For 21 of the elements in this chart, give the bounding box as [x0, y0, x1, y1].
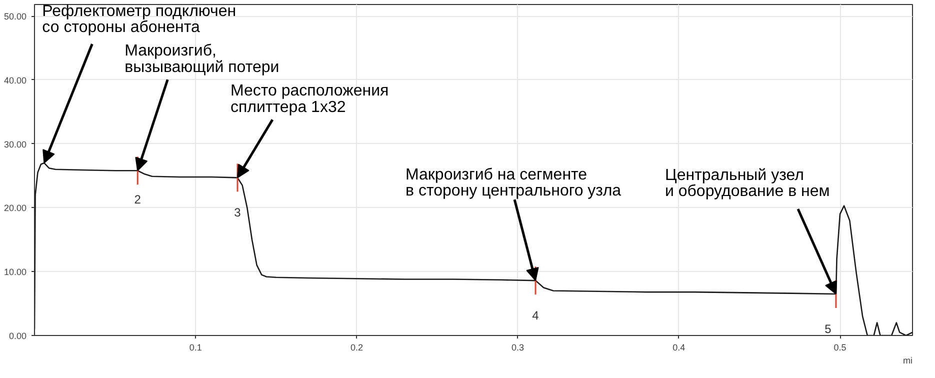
y-tick-label: 30.00 — [4, 139, 27, 150]
annotation: Место расположения сплиттера 1x32 — [230, 82, 389, 116]
y-tick-label: 10.00 — [4, 267, 27, 278]
annotation: Центральный узел и оборудование в нем — [664, 166, 830, 200]
annotation: Макроизгиб на сегменте в сторону центрального узла — [406, 166, 622, 200]
annotation: 5 — [824, 322, 832, 336]
y-tick-label: 0.00 — [8, 331, 27, 341]
x-tick-label: 0.3 — [512, 342, 524, 352]
y-tick-label: 20.00 — [4, 203, 27, 214]
x-axis-title: mi — [903, 356, 913, 366]
annotation: 2 — [134, 192, 142, 207]
x-tick-label: 0.2 — [350, 342, 363, 352]
y-tick-label: 40.00 — [4, 75, 27, 86]
y-tick-label: 50.00 — [4, 12, 27, 22]
annotation: Рефлектометр подключен со стороны абонента — [42, 2, 236, 36]
annotation: Макроизгиб, вызывающий потери — [124, 42, 280, 76]
x-tick-label: 0.4 — [672, 342, 686, 352]
x-tick-label: 0.5 — [834, 342, 846, 352]
x-tick-label: 0.1 — [189, 342, 202, 352]
annotation: 3 — [234, 206, 242, 220]
annotation: 4 — [532, 308, 540, 323]
